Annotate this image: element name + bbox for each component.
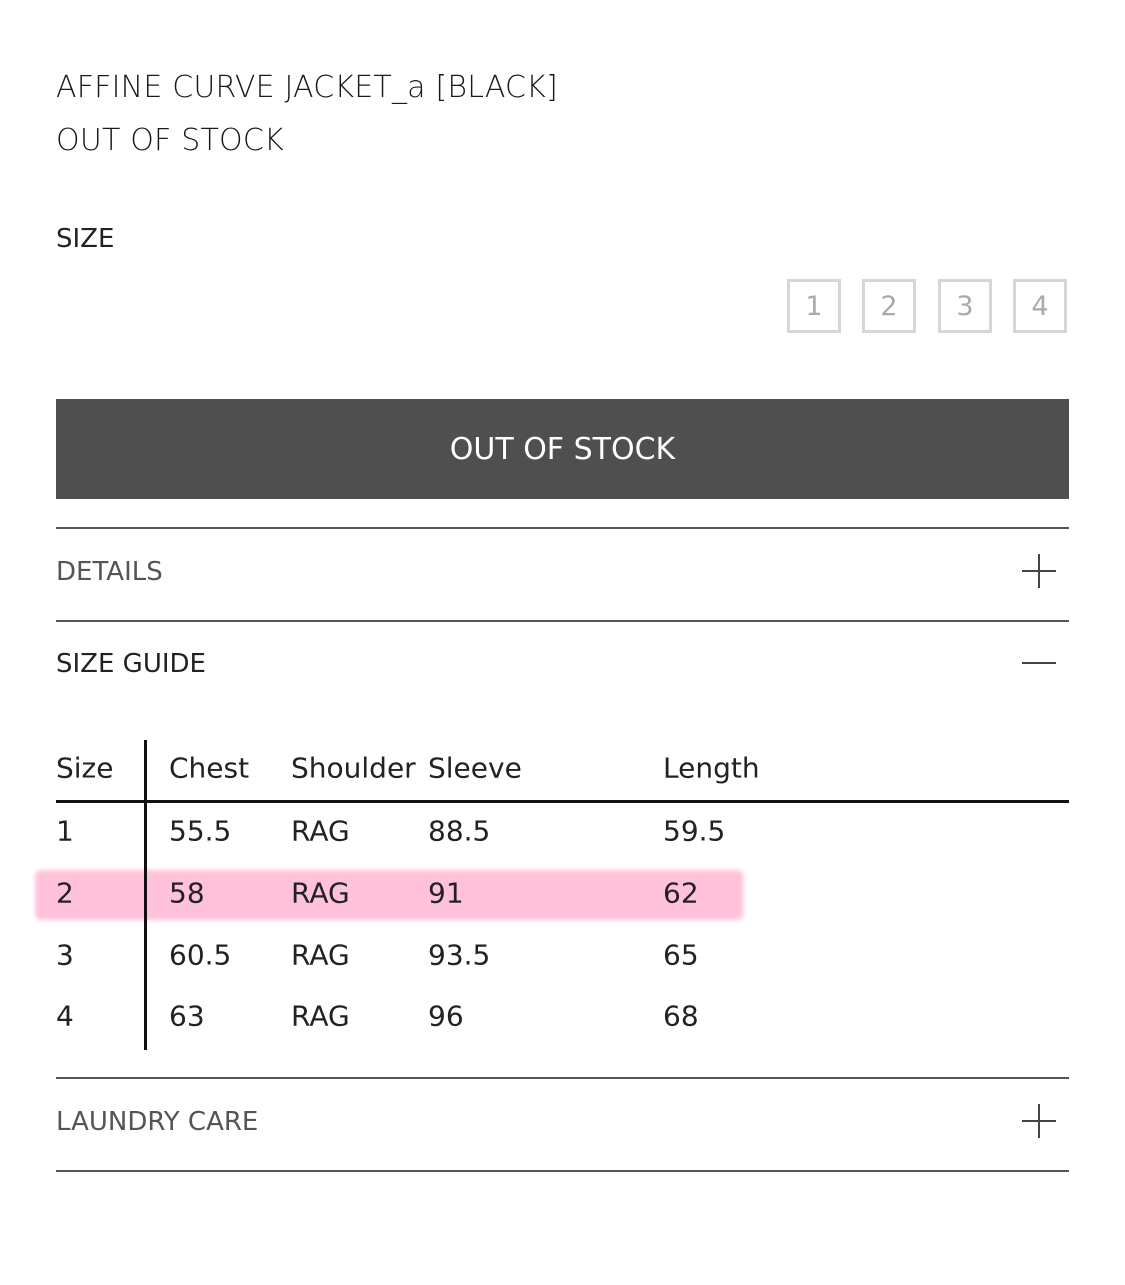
table-column-divider [144,740,147,1050]
size-label: SIZE [56,224,115,254]
cell: 58 [169,876,205,910]
cell: 63 [169,999,205,1033]
product-title: AFFINE CURVE JACKET_a [BLACK] [56,70,558,105]
cell: 91 [428,876,464,910]
header-shoulder: Shoulder [291,751,416,785]
header-chest: Chest [169,751,250,785]
divider [56,527,1069,529]
cell: 55.5 [169,814,232,848]
details-section-toggle[interactable]: DETAILS [56,557,163,587]
divider [56,1170,1069,1172]
laundry-care-section-toggle[interactable]: LAUNDRY CARE [56,1107,259,1137]
stock-status: OUT OF STOCK [56,123,284,158]
divider [56,620,1069,622]
size-option-4[interactable]: 4 [1013,279,1067,333]
cell: 96 [428,999,464,1033]
cell: 1 [56,814,74,848]
header-sleeve: Sleeve [428,751,522,785]
cell: 88.5 [428,814,491,848]
cell: RAG [291,999,350,1033]
cell: 62 [663,876,699,910]
size-guide-section-toggle[interactable]: SIZE GUIDE [56,649,206,679]
out-of-stock-button[interactable]: OUT OF STOCK [56,399,1069,499]
cell: 93.5 [428,938,491,972]
cell: RAG [291,876,350,910]
size-option-1[interactable]: 1 [787,279,841,333]
cell: 2 [56,876,74,910]
cell: 65 [663,938,699,972]
minus-icon[interactable] [1022,646,1056,680]
cell: RAG [291,938,350,972]
header-length: Length [663,751,760,785]
header-size: Size [56,751,114,785]
cell: 59.5 [663,814,726,848]
cell: 4 [56,999,74,1033]
plus-icon[interactable] [1022,554,1056,588]
size-option-2[interactable]: 2 [862,279,916,333]
cell: 60.5 [169,938,232,972]
cell: 3 [56,938,74,972]
cell: 68 [663,999,699,1033]
highlighted-row-marker [35,870,743,920]
plus-icon[interactable] [1022,1104,1056,1138]
table-header-divider [56,800,1069,803]
divider [56,1077,1069,1079]
size-option-3[interactable]: 3 [938,279,992,333]
cell: RAG [291,814,350,848]
